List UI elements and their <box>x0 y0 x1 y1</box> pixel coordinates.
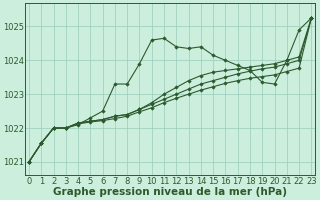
X-axis label: Graphe pression niveau de la mer (hPa): Graphe pression niveau de la mer (hPa) <box>53 187 287 197</box>
